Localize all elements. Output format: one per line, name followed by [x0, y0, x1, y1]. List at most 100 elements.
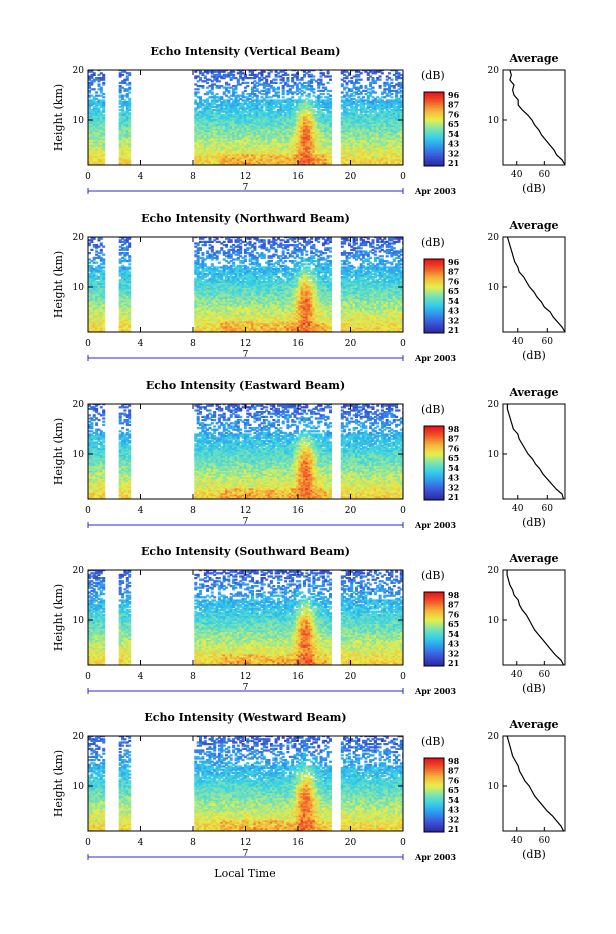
- y-tick-label: 20: [73, 66, 85, 76]
- heatmap-cell: [362, 96, 365, 98]
- heatmap-cell: [270, 71, 273, 73]
- beam-panel: Echo Intensity (Vertical Beam) Height (km…: [52, 45, 565, 196]
- heatmap-cell: [246, 82, 249, 84]
- heatmap-cell: [275, 79, 278, 81]
- heatmap-cell: [341, 83, 344, 85]
- heatmap-cell: [102, 99, 105, 101]
- average-title: Average: [508, 52, 558, 65]
- heatmap-cell: [372, 77, 375, 79]
- heatmap-cell: [102, 82, 105, 84]
- heatmap-cell: [128, 112, 131, 114]
- average-profile-line: [510, 70, 565, 165]
- colorbar-title: (dB): [421, 69, 445, 82]
- heatmap-cell: [102, 74, 105, 76]
- heatmap-cell: [322, 83, 325, 85]
- heatmap-cell: [329, 75, 332, 77]
- date-day-label: 7: [243, 183, 249, 193]
- heatmap-cell: [211, 91, 214, 93]
- heatmap-cell: [128, 91, 131, 93]
- x-tick-label: 0: [85, 172, 91, 182]
- heatmap-cell: [308, 93, 311, 95]
- heatmap-field: [88, 69, 405, 166]
- average-y-tick-label: 20: [488, 66, 500, 76]
- heatmap-cell: [220, 96, 223, 98]
- heatmap-cell: [244, 90, 247, 92]
- heatmap-cell: [310, 85, 313, 87]
- heatmap-cell: [286, 77, 289, 79]
- heatmap-cell: [216, 93, 219, 95]
- heatmap-cell: [128, 82, 131, 84]
- x-tick-label: 0: [400, 172, 406, 182]
- heatmap-cell: [102, 96, 105, 98]
- heatmap-cell: [374, 91, 377, 93]
- heatmap-cell: [390, 93, 393, 95]
- heatmap-cell: [327, 82, 330, 84]
- heatmap-cell: [95, 91, 98, 93]
- heatmap-cell: [329, 98, 332, 100]
- heatmap-cell: [360, 79, 363, 81]
- heatmap-cell: [128, 72, 131, 74]
- heatmap-cell: [357, 82, 360, 84]
- heatmap-cell: [102, 93, 105, 95]
- heatmap-cell: [128, 98, 131, 100]
- colorbar-tick-label: 21: [448, 158, 459, 168]
- heatmap-cell: [93, 72, 96, 74]
- heatmap-cell: [121, 74, 124, 76]
- colorbar-tick-label: 87: [448, 100, 459, 110]
- heatmap-cell: [199, 96, 202, 98]
- heatmap-cell: [312, 75, 315, 77]
- heatmap-cell: [100, 87, 103, 89]
- x-tick-label: 8: [190, 172, 196, 182]
- heatmap-cell: [322, 93, 325, 95]
- panel-title: Echo Intensity (Northward Beam): [141, 212, 350, 225]
- colorbar-tick-label: 65: [448, 119, 459, 129]
- heatmap-cell: [364, 85, 367, 87]
- colorbar-tick-label: 76: [448, 109, 460, 119]
- heatmap-cell: [379, 75, 382, 77]
- heatmap-cell: [265, 79, 268, 81]
- y-tick-label: 10: [73, 116, 85, 126]
- heatmap-cell: [381, 72, 384, 74]
- heatmap-cell: [93, 88, 96, 90]
- colorbar-tick-label: 54: [448, 129, 460, 139]
- x-tick-label: 12: [240, 172, 251, 182]
- average-y-tick-label: 10: [488, 116, 500, 126]
- colorbar-tick-label: 96: [448, 90, 460, 100]
- colorbar-tick-label: 43: [448, 139, 460, 149]
- heatmap-cell: [197, 88, 200, 90]
- heatmap-cell: [329, 95, 332, 97]
- heatmap-cell: [303, 91, 306, 93]
- average-frame: [503, 70, 565, 165]
- heatmap-cell: [277, 91, 280, 93]
- panel-title: Echo Intensity (Vertical Beam): [150, 45, 340, 58]
- date-label: Apr 2003: [414, 186, 457, 196]
- heatmap-cell: [204, 75, 207, 77]
- heatmap-cell: [390, 82, 393, 84]
- heatmap-cell: [98, 83, 101, 85]
- heatmap-cell: [291, 96, 294, 98]
- heatmap-cell: [246, 85, 249, 87]
- heatmap-cell: [235, 91, 238, 93]
- heatmap-cell: [360, 85, 363, 87]
- heatmap-cell: [390, 79, 393, 81]
- heatmap-cell: [95, 262, 98, 264]
- y-axis-label: Height (km): [52, 84, 65, 151]
- heatmap-cell: [372, 87, 375, 89]
- heatmap-cell: [282, 96, 285, 98]
- heatmap-cell: [320, 79, 323, 81]
- heatmap-cell: [263, 71, 266, 73]
- colorbar-tick-label: 32: [448, 148, 459, 158]
- heatmap-cell: [277, 95, 280, 97]
- heatmap-cell: [232, 71, 235, 73]
- heatmap-cell: [275, 82, 278, 84]
- average-x-axis-label: (dB): [522, 182, 546, 195]
- heatmap-cell: [379, 85, 382, 87]
- heatmap-cell: [312, 88, 315, 90]
- heatmap-cell: [379, 79, 382, 81]
- heatmap-cell: [201, 85, 204, 87]
- x-tick-label: 20: [345, 172, 357, 182]
- heatmap-cell: [227, 90, 230, 92]
- heatmap-cell: [341, 91, 344, 93]
